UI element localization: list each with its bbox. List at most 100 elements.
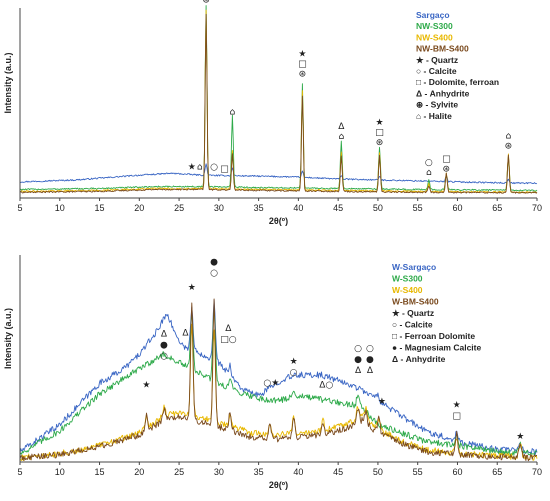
- peak-annotation: □: [220, 164, 229, 174]
- peak-annotation: ★: [290, 357, 298, 367]
- peak-annotation: ⌂: [230, 107, 236, 117]
- peak-annotation: ○: [354, 344, 362, 354]
- x-tick-label: 15: [95, 467, 105, 477]
- series-line-w-s300: [19, 307, 538, 456]
- x-tick-label: 20: [134, 203, 144, 213]
- x-tick-label: 45: [333, 203, 343, 213]
- peak-annotation: □: [452, 412, 461, 422]
- peak-annotation: ●: [366, 355, 374, 365]
- x-tick-label: 45: [333, 467, 343, 477]
- legend-entry: ★ - Quartz: [416, 55, 458, 65]
- y-axis-label: Intensity (a.u.): [3, 52, 13, 113]
- peak-annotation: ★: [298, 49, 306, 59]
- peak-annotation: ●: [354, 355, 362, 365]
- peak-annotation: ⊛: [505, 142, 513, 152]
- chart-panel-1: 5 10 15 20 25 30 35 40 45 50 55 60 65 70 2θ(º) Intensit…: [3, 0, 542, 226]
- x-tick-label: 65: [492, 467, 502, 477]
- peak-annotation: ★: [453, 401, 461, 411]
- peak-annotation: □: [375, 128, 384, 138]
- peak-annotation: Δ: [355, 366, 362, 376]
- peak-annotation: ○: [425, 158, 433, 168]
- series-line-nw-bm-s400: [19, 13, 538, 194]
- x-tick-label: 60: [452, 467, 462, 477]
- peak-annotation: ○: [160, 352, 168, 362]
- chart-panel-2: 5 10 15 20 25 30 35 40 45 50 55 60 65 70 2θ(º) Intensit…: [3, 255, 542, 490]
- peak-annotation: ●: [160, 341, 168, 351]
- peak-annotation: ○: [366, 344, 374, 354]
- series-line-w-s400: [19, 323, 538, 461]
- legend-entry: Δ - Anhydrite: [392, 354, 446, 364]
- x-tick-label: 40: [293, 203, 303, 213]
- peak-annotation: ★: [375, 118, 383, 128]
- peak-annotation: ★: [188, 163, 196, 173]
- x-tick-label: 60: [452, 203, 462, 213]
- series-line-nw-s400: [19, 9, 538, 194]
- legend-entry: NW-BM-S400: [416, 44, 469, 54]
- peak-annotation: Δ: [367, 366, 374, 376]
- x-tick-label: 5: [17, 203, 22, 213]
- x-tick-label: 25: [174, 467, 184, 477]
- x-tick-label: 65: [492, 203, 502, 213]
- series-line-w-sarga-o: [19, 299, 538, 456]
- peak-annotation: ○★: [263, 378, 279, 388]
- legend-entry: ⊛ - Sylvite: [416, 100, 458, 110]
- x-tick-label: 10: [55, 467, 65, 477]
- peak-annotation: □: [442, 154, 451, 164]
- peak-annotation: ★: [188, 283, 196, 293]
- series-line-sarga-o: [19, 163, 538, 185]
- x-tick-label: 50: [373, 467, 383, 477]
- series-line-nw-s300: [19, 5, 538, 192]
- x-tick-label: 40: [293, 467, 303, 477]
- x-tick-label: 15: [95, 203, 105, 213]
- x-tick-label: 55: [413, 467, 423, 477]
- legend-entry: Sargaço: [416, 10, 450, 20]
- peak-annotation: ⊛: [376, 138, 384, 148]
- peak-annotation: ⌂: [197, 163, 203, 173]
- legend-entry: W-S300: [392, 274, 423, 284]
- peak-annotation: ●: [210, 258, 218, 268]
- x-axis-label: 2θ(º): [269, 480, 288, 490]
- peak-annotation: ⌂: [506, 132, 512, 142]
- x-tick-label: 35: [254, 203, 264, 213]
- peak-annotation: ⊛: [299, 69, 307, 79]
- x-tick-label: 30: [214, 203, 224, 213]
- peak-annotation: ⌂: [426, 168, 432, 178]
- peak-annotation: ★: [378, 397, 386, 407]
- legend-entry: Δ - Anhydrite: [416, 88, 470, 98]
- legend-entry: NW-S400: [416, 32, 453, 42]
- x-tick-label: 35: [254, 467, 264, 477]
- legend-entry: W-Sargaço: [392, 262, 436, 272]
- x-tick-label: 50: [373, 203, 383, 213]
- series-line-w-bm-s400: [19, 298, 538, 462]
- peak-annotation: ★: [142, 380, 150, 390]
- peak-annotation: □: [298, 59, 307, 69]
- peak-annotation: Δ: [161, 330, 168, 340]
- legend-entry: □ - Ferroan Dolomite: [392, 331, 475, 341]
- peak-annotation: ○: [210, 269, 218, 279]
- x-tick-label: 55: [413, 203, 423, 213]
- x-tick-label: 25: [174, 203, 184, 213]
- peak-annotation: ★: [516, 432, 524, 442]
- peak-annotation: ⊛: [443, 164, 451, 174]
- peak-annotation: Δ○: [319, 380, 333, 390]
- y-axis-label: Intensity (a.u.): [3, 308, 13, 369]
- legend-entry: □ - Dolomite, ferroan: [416, 77, 499, 87]
- peak-annotation: Δ: [225, 324, 232, 334]
- peak-annotation: Δ: [338, 122, 345, 132]
- peak-annotation: ○: [290, 368, 298, 378]
- peak-annotation: □○: [220, 335, 237, 345]
- legend-entry: ○ - Calcite: [416, 66, 457, 76]
- legend-entry: ● - Magnesiam Calcite: [392, 343, 481, 353]
- peak-annotation: ○: [210, 163, 218, 173]
- peak-annotation: ⌂: [338, 132, 344, 142]
- legend-entry: W-BM-S400: [392, 297, 439, 307]
- x-tick-label: 70: [532, 467, 542, 477]
- legend-entry: W-S400: [392, 285, 423, 295]
- x-tick-label: 70: [532, 203, 542, 213]
- peak-annotation: ⊛: [202, 0, 210, 5]
- peak-annotation: Δ: [182, 329, 189, 339]
- x-tick-label: 20: [134, 467, 144, 477]
- x-tick-label: 30: [214, 467, 224, 477]
- x-tick-label: 5: [17, 467, 22, 477]
